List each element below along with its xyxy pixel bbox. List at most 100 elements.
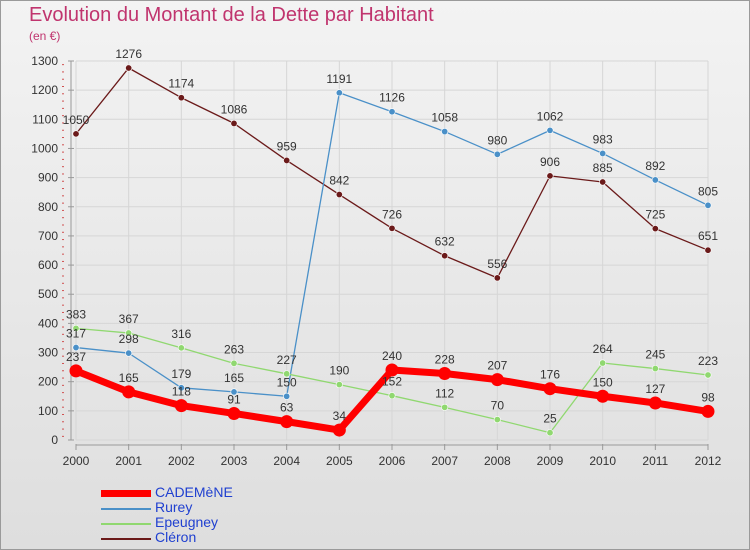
x-tick-label: 2008: [484, 454, 511, 468]
data-point: [230, 359, 238, 367]
data-label: 367: [119, 312, 139, 326]
data-label: 150: [277, 375, 297, 389]
x-tick-label: 2010: [589, 454, 616, 468]
data-label: 1058: [431, 111, 458, 125]
data-label: 190: [329, 364, 349, 378]
data-label: 127: [645, 382, 665, 396]
data-point: [599, 149, 607, 157]
data-label: 150: [593, 375, 613, 389]
data-point: [122, 385, 136, 399]
data-label: 228: [435, 353, 455, 367]
x-tick-label: 2011: [642, 454, 668, 468]
data-label: 1276: [115, 47, 142, 61]
data-point: [704, 371, 712, 379]
data-point: [388, 392, 396, 400]
data-point: [230, 119, 238, 127]
legend-label: Cléron: [155, 529, 197, 545]
series-cademne: [69, 363, 715, 437]
data-point: [493, 416, 501, 424]
data-point: [72, 130, 80, 138]
data-label: 25: [543, 412, 557, 426]
data-point: [704, 201, 712, 209]
data-label: 91: [227, 392, 241, 406]
data-point: [704, 246, 712, 254]
data-label: 842: [329, 174, 349, 188]
y-tick-label: 1100: [32, 112, 58, 126]
data-label: 892: [645, 159, 665, 173]
data-label: 263: [224, 342, 244, 356]
data-point: [125, 64, 133, 72]
data-point: [701, 404, 715, 418]
data-label: 1126: [379, 91, 405, 105]
data-labels-layer: 1050 1276 1174 1086 959 842 726 632 556 906 885 725…: [63, 47, 719, 426]
y-tick-label: 1000: [31, 141, 58, 155]
y-tick-label: 1200: [31, 83, 58, 97]
data-label: 1050: [63, 113, 90, 127]
series-clron: [72, 64, 712, 282]
series-layer: [69, 64, 715, 437]
legend-swatch: [101, 508, 151, 510]
data-label: 70: [491, 399, 505, 413]
x-tick-label: 2002: [168, 454, 195, 468]
data-label: 227: [277, 353, 297, 367]
data-label: 98: [701, 390, 715, 404]
data-point: [438, 367, 452, 381]
data-label: 1062: [537, 109, 564, 123]
data-label: 726: [382, 207, 402, 221]
data-point: [651, 176, 659, 184]
data-point: [441, 128, 449, 136]
y-tick-label: 200: [38, 375, 58, 389]
data-label: 317: [66, 327, 86, 341]
data-point: [385, 363, 399, 377]
data-label: 959: [277, 139, 297, 153]
legend-swatch: [101, 523, 151, 525]
data-label: 316: [171, 327, 191, 341]
data-point: [283, 370, 291, 378]
x-tick-label: 2004: [273, 454, 300, 468]
x-tick-label: 2007: [431, 454, 458, 468]
legend-label: Epeugney: [155, 514, 219, 530]
data-label: 63: [280, 401, 294, 415]
data-point: [388, 224, 396, 232]
data-point: [441, 403, 449, 411]
data-point: [493, 274, 501, 282]
x-tick-label: 2003: [221, 454, 248, 468]
data-label: 556: [487, 257, 507, 271]
data-point: [546, 429, 554, 437]
data-point: [335, 381, 343, 389]
data-label: 165: [119, 371, 139, 385]
data-point: [283, 392, 291, 400]
data-label: 805: [698, 184, 718, 198]
y-tick-label: 0: [51, 433, 58, 447]
data-point: [490, 373, 504, 387]
grid-lines: [75, 60, 709, 441]
series-epeugney: [72, 324, 712, 437]
data-label: 207: [487, 359, 507, 373]
data-label: 632: [435, 235, 455, 249]
data-label: 885: [593, 161, 613, 175]
data-point: [648, 396, 662, 410]
data-point: [177, 94, 185, 102]
data-label: 245: [645, 348, 665, 362]
data-point: [596, 389, 610, 403]
data-point: [177, 384, 185, 392]
data-label: 240: [382, 349, 402, 363]
data-point: [441, 252, 449, 260]
data-point: [283, 156, 291, 164]
series-rurey: [72, 89, 712, 400]
data-label: 725: [645, 208, 665, 222]
chart-title: Evolution du Montant de la Dette par Hab…: [29, 4, 434, 26]
data-label: 264: [593, 342, 613, 356]
data-point: [493, 150, 501, 158]
legend-label: Rurey: [155, 499, 193, 515]
data-label: 152: [382, 375, 402, 389]
data-label: 298: [119, 332, 139, 346]
data-point: [651, 365, 659, 373]
data-point: [227, 406, 241, 420]
legend-swatch: [101, 538, 151, 540]
data-label: 176: [540, 368, 560, 382]
data-point: [599, 359, 607, 367]
data-point: [72, 324, 80, 332]
